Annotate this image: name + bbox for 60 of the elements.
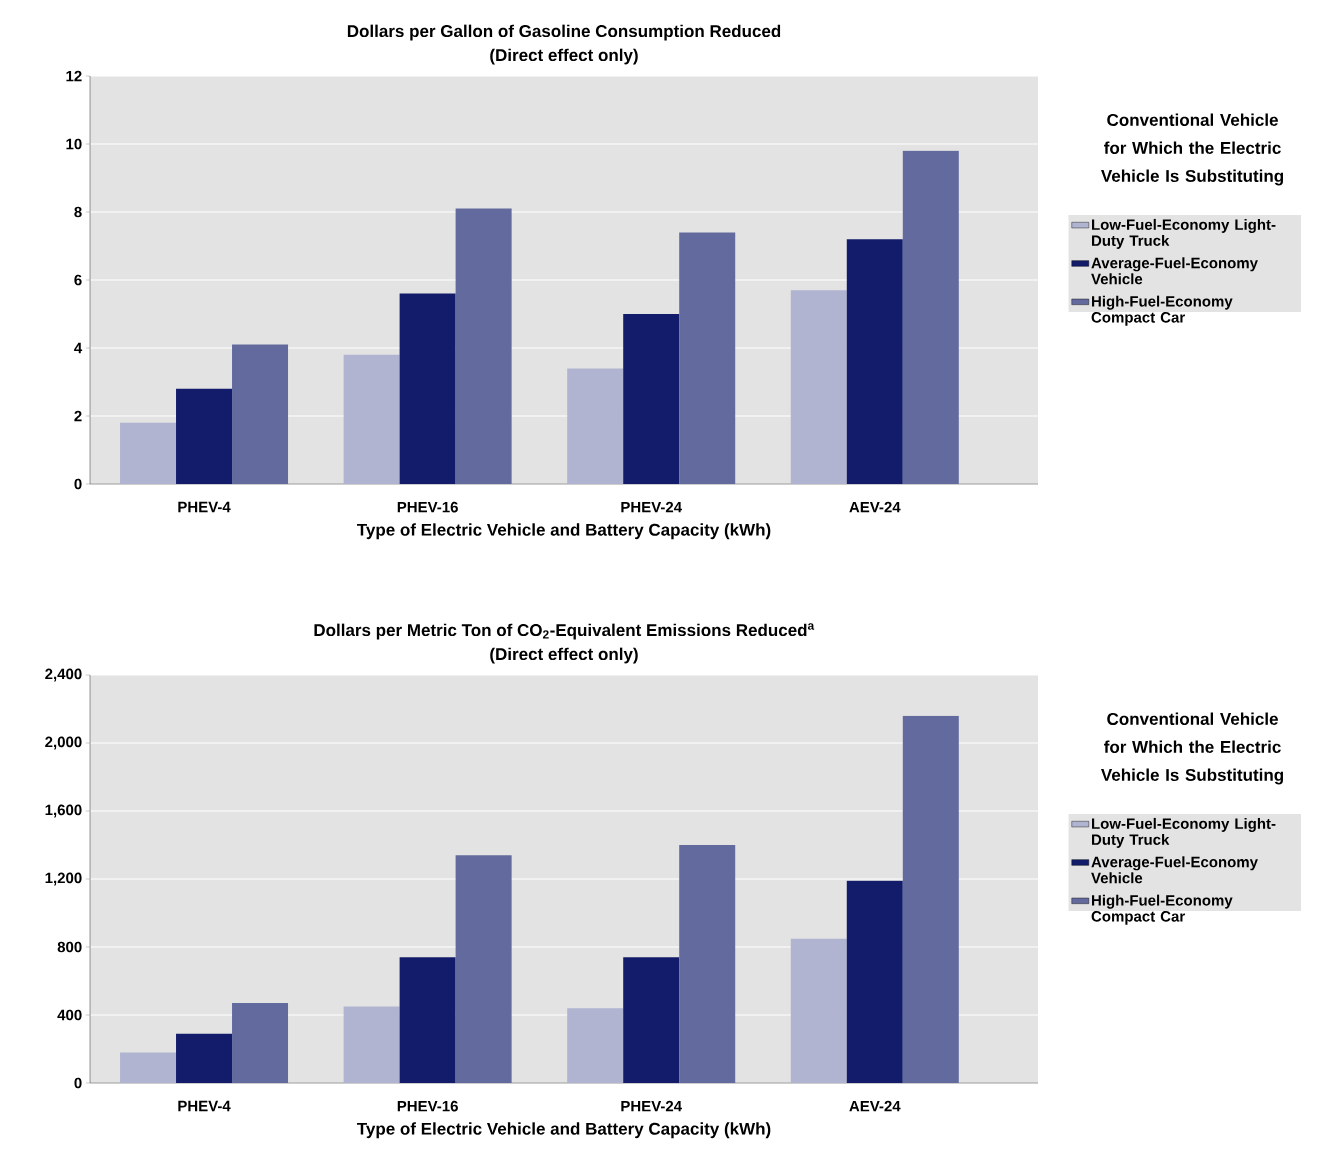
bar xyxy=(902,715,959,1084)
legend-label: Low-Fuel-Economy Light-Duty Truck xyxy=(1092,218,1276,249)
y-tick-label: 0 xyxy=(74,478,82,490)
bar xyxy=(343,1006,400,1084)
bar xyxy=(790,290,847,485)
y-tick-label: 8 xyxy=(74,206,82,218)
bar xyxy=(623,314,680,485)
y-tick-label: 2,000 xyxy=(45,736,82,750)
bar xyxy=(176,1033,233,1084)
y-tick-label: 10 xyxy=(66,138,82,150)
bar xyxy=(120,422,177,485)
bar xyxy=(902,150,959,485)
x-tick-label: PHEV-4 xyxy=(178,501,231,513)
bar xyxy=(623,957,680,1084)
chart-title: Dollars per Metric Ton of CO$_{2}$-Equivalent Emissions Reduced$^{a}$ xyxy=(314,623,815,640)
bar xyxy=(232,1003,289,1084)
bar xyxy=(679,845,736,1084)
legend-title: Conventional Vehicle for Which the Electric Vehicle Is Substituting xyxy=(1101,113,1284,186)
chart-subtitle: (Direct effect only) xyxy=(490,48,638,65)
bar xyxy=(455,855,512,1084)
legend-label: Average-Fuel-Economy Vehicle xyxy=(1091,257,1258,285)
bar xyxy=(455,208,512,485)
chart-subtitle: (Direct effect only) xyxy=(490,647,638,664)
x-tick-label: PHEV-16 xyxy=(397,1100,458,1112)
legend-label: High-Fuel-Economy Compact Car xyxy=(1091,295,1233,326)
bar xyxy=(846,880,903,1084)
bar xyxy=(567,368,624,485)
bar xyxy=(846,239,903,485)
x-tick-label: AEV-24 xyxy=(849,501,901,513)
y-tick-label: 4 xyxy=(74,342,83,354)
y-tick-label: 1,200 xyxy=(45,872,82,886)
x-tick-label: PHEV-24 xyxy=(621,501,682,513)
x-tick-label: AEV-24 xyxy=(849,1100,901,1112)
y-tick-label: 0 xyxy=(74,1077,82,1089)
x-tick-label: PHEV-4 xyxy=(178,1100,231,1112)
x-axis-title: Type of Electric Vehicle and Battery Capacity (kWh) xyxy=(356,523,771,540)
bar xyxy=(343,354,400,485)
bar xyxy=(679,232,736,485)
bar xyxy=(790,938,847,1084)
y-tick-label: 800 xyxy=(57,941,82,953)
legend-title: Conventional Vehicle for Which the Electric Vehicle Is Substituting xyxy=(1101,712,1284,785)
y-tick-label: 1,600 xyxy=(45,804,82,818)
bar xyxy=(120,1052,177,1084)
legend-label: High-Fuel-Economy Compact Car xyxy=(1091,894,1233,925)
x-tick-label: PHEV-24 xyxy=(621,1100,682,1112)
y-tick-label: 6 xyxy=(74,274,82,286)
bar xyxy=(567,1008,624,1084)
chart-title: Dollars per Gallon of Gasoline Consumption Reduced xyxy=(347,24,781,41)
y-tick-label: 2,400 xyxy=(45,668,82,682)
y-tick-label: 2 xyxy=(74,410,82,422)
x-tick-label: PHEV-16 xyxy=(397,501,458,513)
y-tick-label: 400 xyxy=(57,1009,82,1021)
legend-label: Low-Fuel-Economy Light-Duty Truck xyxy=(1092,817,1276,848)
x-axis-title: Type of Electric Vehicle and Battery Capacity (kWh) xyxy=(356,1122,771,1139)
bar xyxy=(232,344,289,485)
bar xyxy=(399,957,456,1084)
bar xyxy=(399,293,456,485)
bar xyxy=(176,388,233,485)
legend-label: Average-Fuel-Economy Vehicle xyxy=(1091,856,1258,884)
y-tick-label: 12 xyxy=(66,70,82,82)
